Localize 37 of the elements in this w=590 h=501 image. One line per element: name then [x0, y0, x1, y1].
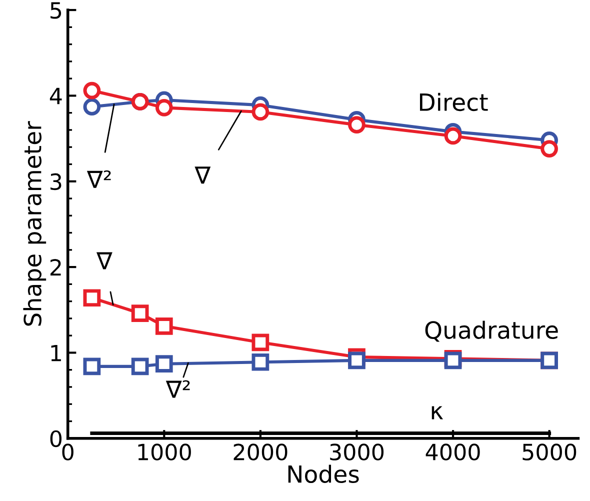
x-axis-title: Nodes: [288, 464, 359, 484]
y-tick-label: 0: [50, 430, 62, 448]
y-tick-label: 5: [50, 2, 62, 19]
point: [348, 352, 366, 370]
y-tick-label: 2: [50, 258, 61, 276]
point: [83, 358, 101, 376]
x-tick-label: 3000: [330, 444, 384, 460]
point: [540, 140, 558, 158]
point: [155, 317, 173, 335]
x-tick-label: 1000: [138, 444, 191, 460]
point: [131, 358, 149, 376]
point: [348, 116, 366, 134]
annotation: ∇²: [86, 170, 111, 188]
point: [83, 82, 101, 100]
annotation: ∇: [194, 166, 211, 184]
y-tick-label: 1: [51, 344, 61, 362]
x-tick-label: 4000: [426, 444, 480, 460]
point: [444, 127, 462, 145]
annotation: ∇²: [166, 380, 190, 398]
point: [83, 98, 101, 116]
point: [155, 99, 173, 116]
x-tick-label: 5000: [522, 444, 576, 460]
point: [83, 289, 101, 307]
x-tick-label: 2000: [234, 444, 288, 460]
y-tick-label: 4: [50, 88, 62, 104]
annotation: ∇: [96, 252, 112, 270]
point: [252, 103, 270, 121]
annotation: κ: [432, 406, 444, 420]
point: [155, 355, 173, 373]
annotation: Quadrature: [425, 320, 558, 342]
y-axis-title: Shape parameter: [23, 121, 46, 326]
point: [131, 304, 149, 322]
y-tick-label: 3: [50, 173, 62, 190]
point: [252, 334, 270, 352]
x-tick-label: 0: [62, 444, 74, 460]
point: [252, 353, 270, 371]
annotation: Direct: [420, 92, 488, 112]
